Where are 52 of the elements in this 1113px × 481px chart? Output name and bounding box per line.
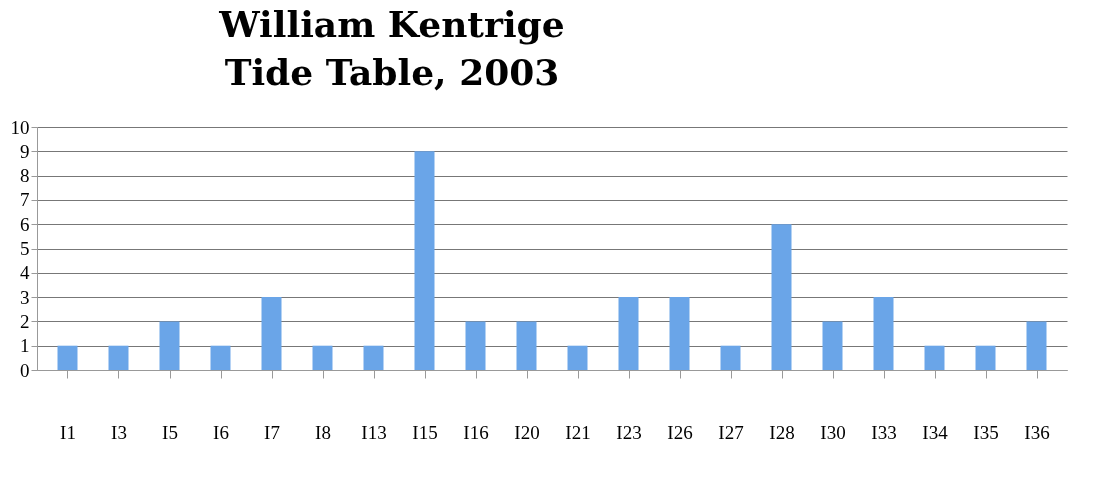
bar [873, 297, 894, 370]
bar [261, 297, 282, 370]
y-tick-label: 7 [20, 189, 30, 211]
x-tick-label: I35 [973, 421, 999, 443]
bar [618, 297, 639, 370]
y-tick-label: 2 [20, 310, 30, 332]
bar [516, 321, 537, 370]
y-tick-label: 0 [20, 359, 30, 381]
y-tick-label: 4 [20, 262, 30, 284]
bar [669, 297, 690, 370]
bar [1026, 321, 1047, 370]
x-tick-label: I8 [315, 421, 331, 443]
bar [57, 345, 78, 370]
y-tick-label: 8 [20, 165, 30, 187]
bar [414, 151, 435, 370]
x-tick-label: I34 [922, 421, 949, 443]
bar [363, 345, 384, 370]
bar [567, 345, 588, 370]
bar [465, 321, 486, 370]
x-tick-label: I7 [264, 421, 280, 443]
x-tick-label: I28 [769, 421, 795, 443]
x-tick-label: I16 [463, 421, 489, 443]
x-tick-label: I26 [667, 421, 693, 443]
chart-title: William Kentrige Tide Table, 2003 [218, 3, 565, 93]
bar [720, 345, 741, 370]
x-tick-label: I15 [412, 421, 438, 443]
y-tick-label: 6 [20, 213, 30, 235]
x-tick-label: I33 [871, 421, 897, 443]
bar [771, 224, 792, 370]
x-tick-label: I36 [1024, 421, 1050, 443]
x-tick-label: I6 [213, 421, 229, 443]
bar [822, 321, 843, 370]
bar [159, 321, 180, 370]
x-tick-label: I3 [111, 421, 127, 443]
x-tick-label: I13 [361, 421, 387, 443]
x-tick-label: I21 [565, 421, 591, 443]
x-tick-label: I30 [820, 421, 846, 443]
x-tick-label: I23 [616, 421, 642, 443]
bar [924, 345, 945, 370]
y-tick-label: 3 [20, 286, 30, 308]
x-tick-label: I5 [162, 421, 178, 443]
x-tick-label: I1 [60, 421, 76, 443]
x-tick-label: I27 [718, 421, 744, 443]
y-tick-label: 5 [20, 238, 30, 259]
bar [312, 345, 333, 370]
bar [975, 345, 996, 370]
y-tick-label: 1 [20, 335, 30, 357]
bar [108, 345, 129, 370]
x-tick-label: I20 [514, 421, 540, 443]
bar [210, 345, 231, 370]
y-tick-label: 10 [10, 116, 30, 138]
y-tick-label: 9 [20, 140, 30, 162]
